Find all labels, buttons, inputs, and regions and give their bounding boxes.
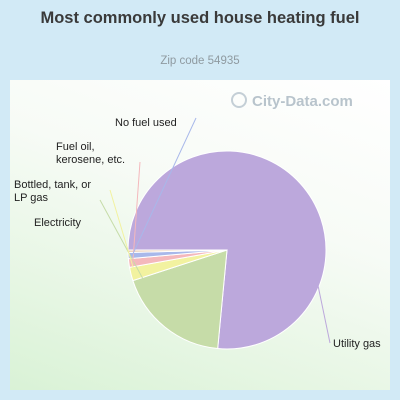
slice-label: Fuel oil, kerosene, etc. [56,141,125,166]
chart-title: Most commonly used house heating fuel [40,9,360,27]
pie-slices [127,150,327,350]
slice-label: No fuel used [115,117,177,129]
leader-line [99,199,169,325]
watermark-icon [231,92,247,108]
leader-line [132,161,141,263]
leader-line [131,117,197,256]
slice-labels: Utility gas Electricity Bottled, tank, or L… [14,117,381,350]
chart-subtitle: Zip code 54935 [160,55,240,67]
watermark: City-Data.com [231,92,353,110]
slice-label: Bottled, tank, or LP gas [14,179,91,204]
pie-slice-electricity [132,249,228,350]
leader-line [296,185,331,344]
leader-lines [99,117,331,344]
leader-line [109,189,136,274]
slice-label: Utility gas [333,338,381,350]
watermark-text: City-Data.com [252,93,353,110]
slice-label: Electricity [34,217,82,229]
